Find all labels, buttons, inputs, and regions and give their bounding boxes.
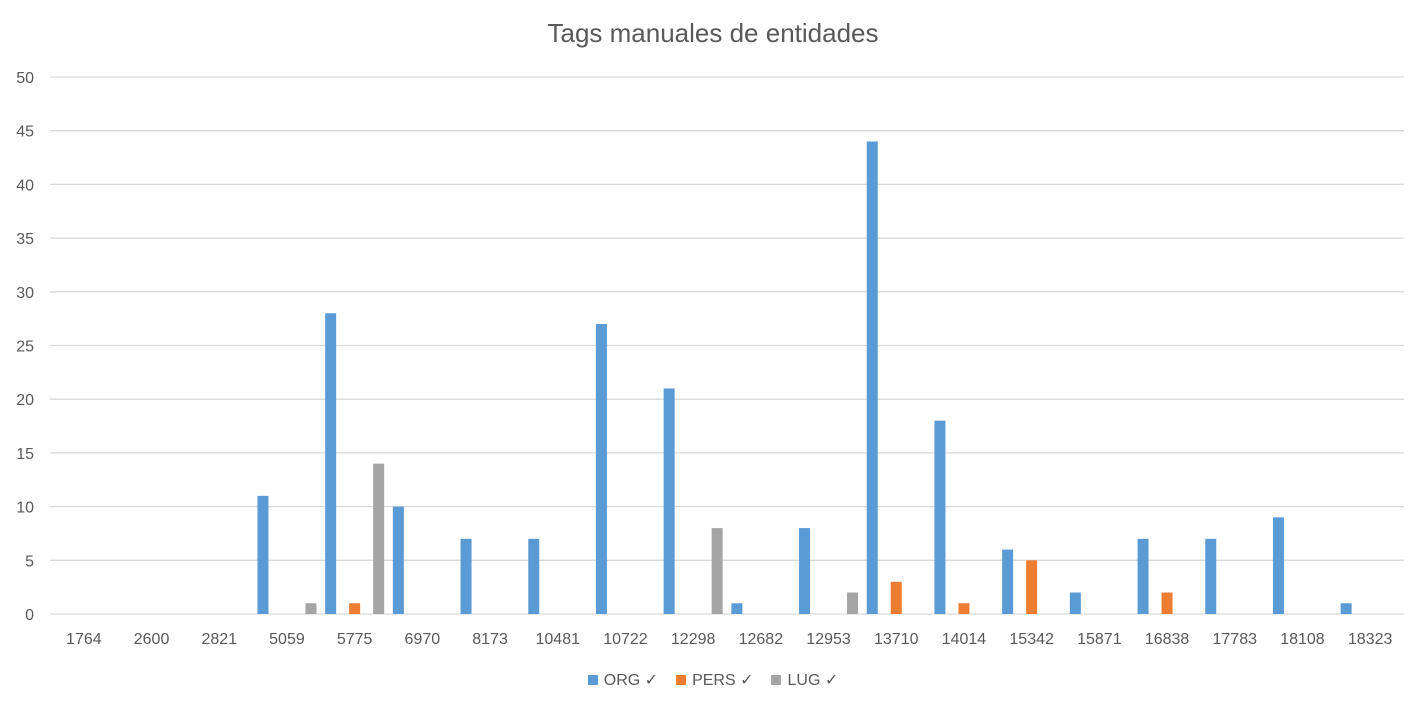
- bar-org: [257, 495, 269, 614]
- x-tick-label: 17783: [1213, 631, 1258, 648]
- legend-label: ORG ✓: [603, 672, 659, 689]
- y-axis-ticks: 0 5 10 15 20 25 30 35 40 45 50: [16, 70, 34, 624]
- bar-org: [799, 528, 811, 614]
- y-tick-label: 10: [16, 500, 34, 517]
- bar-pers: [958, 603, 970, 614]
- bar-lug: [711, 528, 723, 614]
- x-tick-label: 5775: [337, 631, 373, 648]
- legend: ORG ✓ PERS ✓ LUG ✓: [0, 670, 1426, 690]
- bar-org: [460, 538, 472, 614]
- x-tick-label: 18323: [1348, 631, 1393, 648]
- legend-swatch: [771, 675, 782, 685]
- x-tick-label: 15871: [1077, 631, 1122, 648]
- x-tick-label: 12953: [806, 631, 851, 648]
- x-tick-label: 12298: [671, 631, 716, 648]
- x-tick-label: 15342: [1009, 631, 1054, 648]
- bar-org: [1002, 549, 1014, 614]
- bar-org: [1137, 538, 1149, 614]
- legend-swatch: [676, 675, 687, 685]
- grid-lines: [50, 76, 1404, 615]
- legend-item: LUG ✓: [771, 670, 838, 690]
- chart-title: Tags manuales de entidades: [547, 18, 879, 48]
- bar-pers: [1161, 592, 1173, 614]
- bar-org: [392, 506, 404, 614]
- x-axis-ticks: 1764 2600 2821 5059 5775 6970 8173 10481 10722 12…: [66, 631, 1392, 648]
- x-tick-label: 8173: [472, 631, 508, 648]
- bar-lug: [847, 592, 859, 614]
- bar-org: [1272, 517, 1284, 614]
- x-tick-label: 6970: [405, 631, 441, 648]
- y-tick-label: 5: [25, 553, 34, 570]
- bar-org: [1340, 603, 1352, 614]
- x-tick-label: 18108: [1280, 631, 1325, 648]
- x-tick-label: 16838: [1145, 631, 1190, 648]
- bar-org: [731, 603, 743, 614]
- y-tick-label: 40: [16, 177, 34, 194]
- y-tick-label: 35: [16, 231, 34, 248]
- bar-org: [934, 420, 946, 614]
- bar-lug: [305, 603, 317, 614]
- x-tick-label: 10722: [603, 631, 648, 648]
- legend-item: PERS ✓: [676, 670, 753, 690]
- bar-org: [325, 313, 337, 614]
- y-tick-label: 45: [16, 124, 34, 141]
- bar-org: [663, 388, 675, 614]
- bar-pers: [890, 581, 902, 614]
- bar-lug: [373, 463, 385, 614]
- x-tick-label: 10481: [536, 631, 581, 648]
- y-tick-label: 20: [16, 392, 34, 409]
- y-tick-label: 30: [16, 285, 34, 302]
- x-tick-label: 13710: [874, 631, 919, 648]
- y-tick-label: 0: [25, 607, 34, 624]
- y-tick-label: 15: [16, 446, 34, 463]
- bar-org: [1205, 538, 1217, 614]
- x-tick-label: 12682: [739, 631, 784, 648]
- x-tick-label: 5059: [269, 631, 305, 648]
- bar-pers: [1026, 560, 1038, 614]
- legend-label: LUG ✓: [787, 672, 839, 689]
- bar-org: [595, 324, 607, 614]
- bar-pers: [349, 603, 361, 614]
- bar-org: [866, 141, 878, 614]
- bar-org: [1069, 592, 1081, 614]
- x-tick-label: 2821: [201, 631, 237, 648]
- x-tick-label: 1764: [66, 631, 102, 648]
- legend-swatch: [587, 675, 598, 685]
- x-tick-label: 2600: [134, 631, 170, 648]
- y-tick-label: 25: [16, 339, 34, 356]
- bars: [257, 141, 1352, 614]
- legend-label: PERS ✓: [692, 672, 754, 689]
- legend-item: ORG ✓: [587, 670, 659, 690]
- y-tick-label: 50: [16, 70, 34, 87]
- bar-org: [528, 538, 540, 614]
- x-tick-label: 14014: [942, 631, 987, 648]
